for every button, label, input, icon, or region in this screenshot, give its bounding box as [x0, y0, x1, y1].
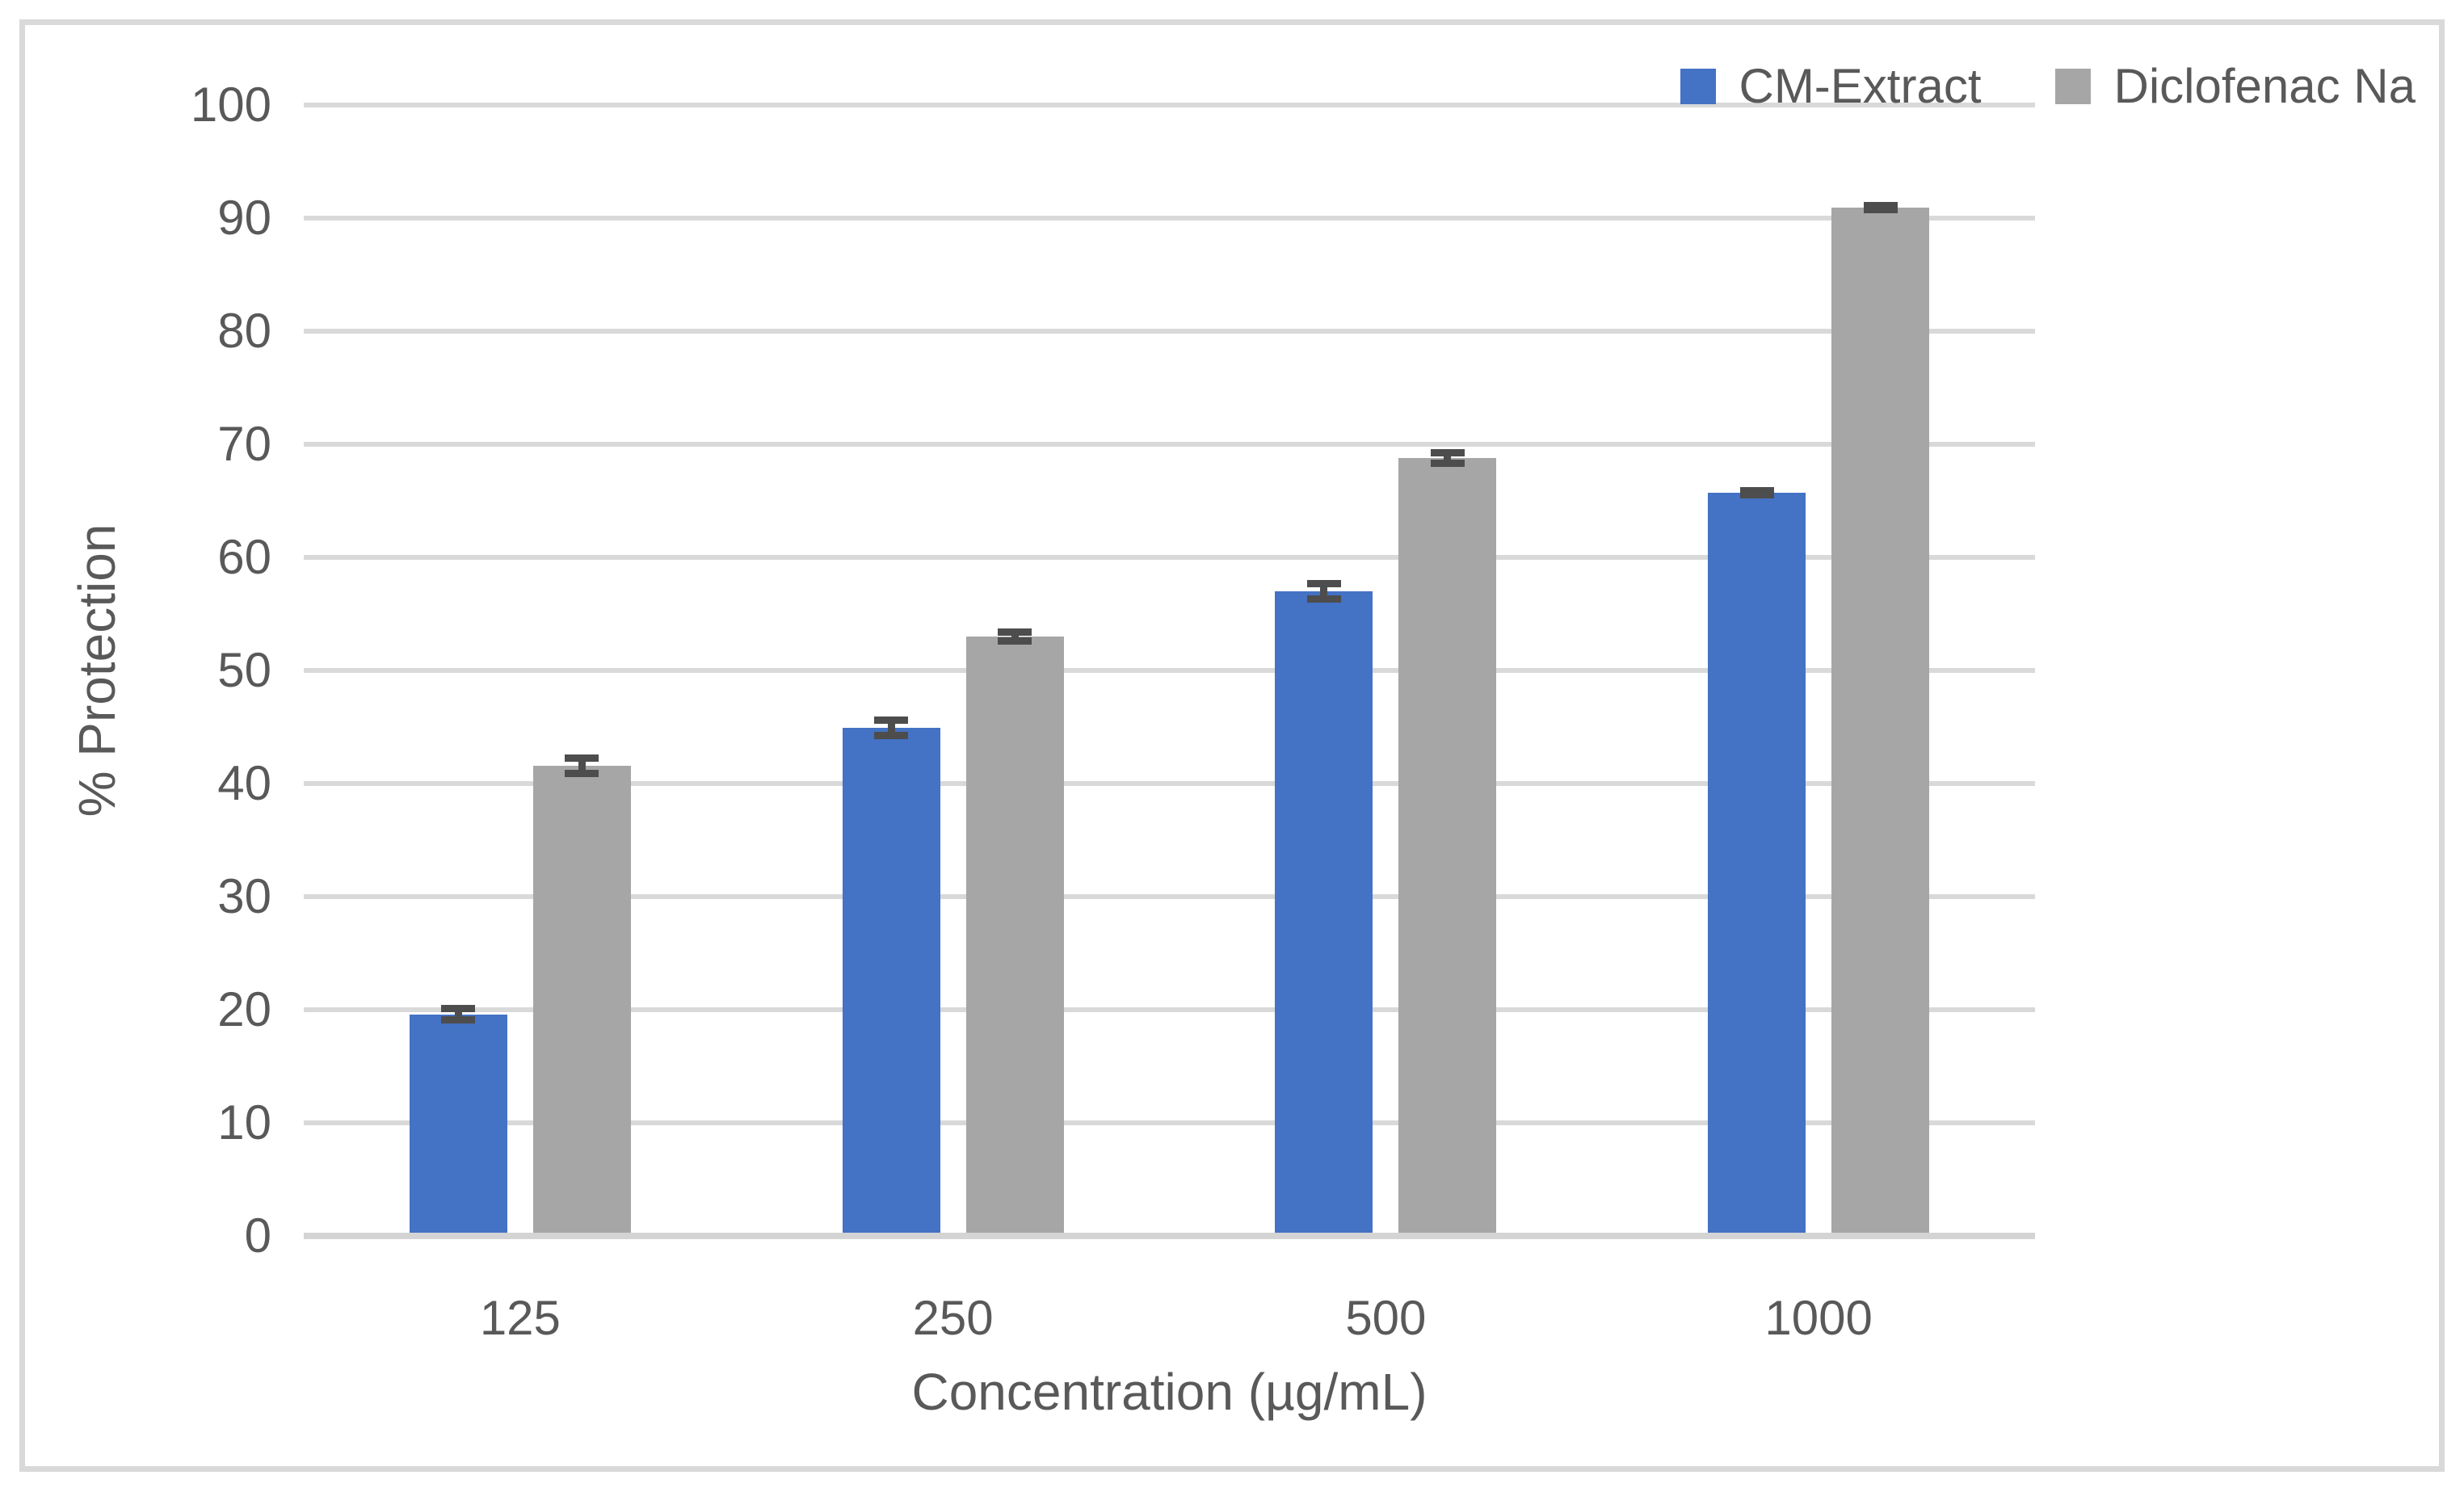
error-bar-stem [1320, 580, 1328, 603]
y-tick-label: 60 [217, 530, 271, 584]
error-bar-cap-bottom [1430, 459, 1465, 467]
error-bar [1430, 448, 1465, 467]
bar-diclofenac-na-500 [1398, 457, 1497, 1236]
y-tick-label: 100 [190, 78, 271, 132]
error-bar-cap-bottom [441, 1015, 476, 1023]
gridline [304, 442, 2035, 447]
error-bar [565, 754, 599, 777]
error-bar-cap-bottom [565, 769, 599, 777]
bar-cm-extract-1000 [1708, 493, 1806, 1236]
x-category-label-500: 500 [1345, 1291, 1427, 1345]
y-tick-label: 50 [217, 643, 271, 697]
error-bar-cap-bottom [1863, 206, 1898, 214]
y-tick-label: 40 [217, 756, 271, 810]
error-bar [874, 717, 909, 740]
bar-diclofenac-na-1000 [1831, 208, 1930, 1236]
gridline [304, 668, 2035, 673]
error-bar-stem [578, 754, 586, 777]
gridline [304, 894, 2035, 899]
gridline [304, 1120, 2035, 1125]
x-axis-title: Concentration (µg/mL) [911, 1363, 1428, 1421]
plot-area [304, 103, 2035, 1239]
gridline [304, 216, 2035, 221]
bar-cm-extract-125 [409, 1014, 507, 1236]
error-bar [1306, 580, 1341, 603]
legend-swatch-cm-extract-icon [1680, 68, 1717, 104]
y-tick-label: 80 [217, 304, 271, 358]
error-bar [441, 1005, 476, 1023]
legend-item-diclofenac-na: Diclofenac Na [2055, 58, 2416, 114]
error-bar-cap-bottom [998, 637, 1032, 645]
x-category-label-1000: 1000 [1764, 1291, 1873, 1345]
bar-diclofenac-na-125 [532, 765, 631, 1236]
gridline [304, 329, 2035, 334]
error-bar-stem [1444, 448, 1452, 467]
legend-label-cm-extract: CM-Extract [1739, 59, 1982, 113]
gridline [304, 781, 2035, 786]
error-bar-stem [1011, 628, 1019, 645]
error-bar [1863, 202, 1898, 214]
error-bar-cap-bottom [1739, 491, 1774, 499]
error-bar [1739, 487, 1774, 499]
legend-label-diclofenac-na: Diclofenac Na [2113, 59, 2416, 113]
y-tick-label: 70 [217, 417, 271, 471]
bar-cm-extract-250 [842, 728, 940, 1236]
error-bar-cap-bottom [874, 732, 909, 740]
bar-diclofenac-na-250 [965, 637, 1064, 1236]
error-bar-stem [454, 1005, 462, 1023]
x-axis-line [304, 1233, 2035, 1239]
y-axis-title: % Protection [68, 523, 126, 817]
gridline [304, 103, 2035, 107]
y-tick-label: 30 [217, 869, 271, 923]
error-bar-stem [887, 717, 895, 740]
y-tick-label: 90 [217, 191, 271, 245]
y-tick-label: 20 [217, 982, 271, 1036]
x-category-label-250: 250 [912, 1291, 994, 1345]
error-bar-cap-bottom [1306, 595, 1341, 603]
legend: CM-Extract Diclofenac Na [1680, 58, 2416, 114]
error-bar [998, 628, 1032, 645]
y-tick-label: 0 [244, 1208, 271, 1263]
legend-swatch-diclofenac-na-icon [2055, 68, 2092, 104]
y-tick-label: 10 [217, 1095, 271, 1149]
gridline [304, 555, 2035, 560]
gridline [304, 1007, 2035, 1012]
bar-cm-extract-500 [1275, 591, 1373, 1236]
x-category-label-125: 125 [479, 1291, 561, 1345]
legend-item-cm-extract: CM-Extract [1680, 58, 1981, 114]
